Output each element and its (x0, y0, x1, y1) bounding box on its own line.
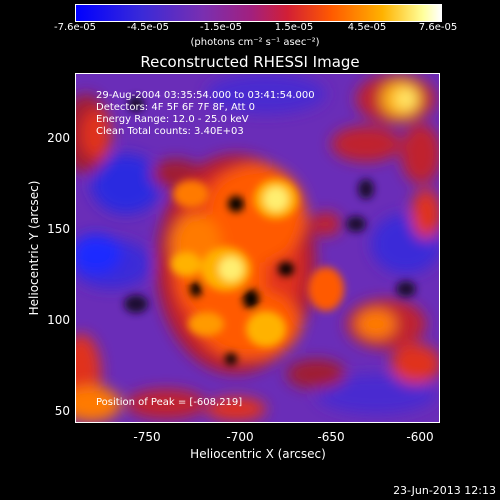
y-axis-label: Heliocentric Y (arcsec) (27, 180, 41, 316)
y-tick-label: 200 (47, 131, 70, 145)
x-tick-label: -700 (226, 430, 254, 444)
y-tick-label: 100 (47, 313, 70, 327)
footer-timestamp: 23-Jun-2013 12:13 (393, 484, 496, 497)
x-tick-label: -600 (406, 430, 434, 444)
x-axis-label: Heliocentric X (arcsec) (190, 447, 326, 461)
annotation-peak-position: Position of Peak = [-608,219] (96, 397, 243, 408)
colorbar-units: (photons cm⁻² s⁻¹ asec⁻²) (190, 37, 320, 48)
intensity-map (76, 74, 439, 422)
annotation-energy-range: Energy Range: 12.0 - 25.0 keV (96, 114, 249, 125)
colorbar-tick: -7.6e-05 (54, 22, 96, 33)
colorbar-tick: 4.5e-05 (347, 22, 387, 33)
x-tick-label: -650 (317, 430, 345, 444)
y-tick-label: 50 (54, 404, 70, 418)
plot-title: Reconstructed RHESSI Image (140, 53, 360, 71)
annotation-time-range: 29-Aug-2004 03:35:54.000 to 03:41:54.000 (96, 90, 315, 101)
colorbar-tick: -4.5e-05 (127, 22, 169, 33)
colorbar (75, 4, 442, 22)
annotation-method-counts: Clean Total counts: 3.40E+03 (96, 126, 244, 137)
rhessi-image-plot: 29-Aug-2004 03:35:54.000 to 03:41:54.000… (75, 73, 440, 423)
colorbar-tick: -1.5e-05 (200, 22, 242, 33)
x-tick-label: -750 (133, 430, 161, 444)
annotation-detectors: Detectors: 4F 5F 6F 7F 8F, Att 0 (96, 102, 256, 113)
colorbar-tick: 7.6e-05 (418, 22, 458, 33)
colorbar-tick: 1.5e-05 (274, 22, 314, 33)
y-tick-label: 150 (47, 222, 70, 236)
